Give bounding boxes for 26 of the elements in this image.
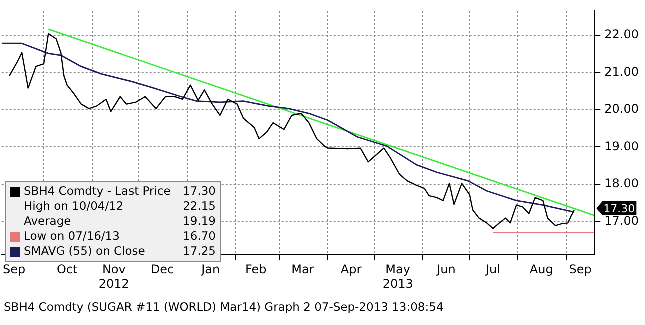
x-tick-label: Nov 2012: [98, 262, 130, 291]
y-tick-label: 20.00: [604, 102, 640, 116]
text: High on 10/04/12 22.15: [24, 199, 216, 213]
x-tick-label: Jun: [436, 262, 456, 277]
x-tick-label: Feb: [245, 262, 267, 277]
x-tick-label: Jul: [485, 262, 500, 277]
text: Low on 07/16/13 16.70: [24, 229, 216, 243]
y-tick-label: 22.00: [604, 28, 640, 42]
y-tick-label: 18.00: [604, 176, 640, 191]
x-tick-label: Sep: [2, 262, 26, 277]
text: Average 19.19: [24, 214, 216, 228]
x-tick-label: Apr: [340, 262, 362, 277]
x-tick-label: Jan: [200, 262, 220, 277]
y-tick-label: 21.00: [604, 64, 640, 79]
legend-label: SBH4 Comdty - Last Price 17.30: [24, 184, 216, 199]
text: SBH4 Comdty (SUGAR #11 (WORLD) Mar14) Graph 2 07-Sep-2013 13:08:54: [4, 300, 444, 314]
x-tick-label: Mar: [292, 262, 314, 277]
x-tick-label: Sep: [569, 262, 592, 277]
annotation: 17.30: [604, 202, 636, 216]
x-tick-label: Aug: [530, 262, 554, 277]
x-tick-label: Dec: [150, 262, 174, 277]
y-tick-label: 17.00: [604, 214, 640, 228]
x-tick-label: May 2013: [382, 262, 414, 291]
y-tick-label: 19.00: [604, 139, 640, 154]
x-tick-label: Oct: [56, 262, 78, 277]
text: SMAVG (55) on Close 17.25: [24, 244, 216, 258]
